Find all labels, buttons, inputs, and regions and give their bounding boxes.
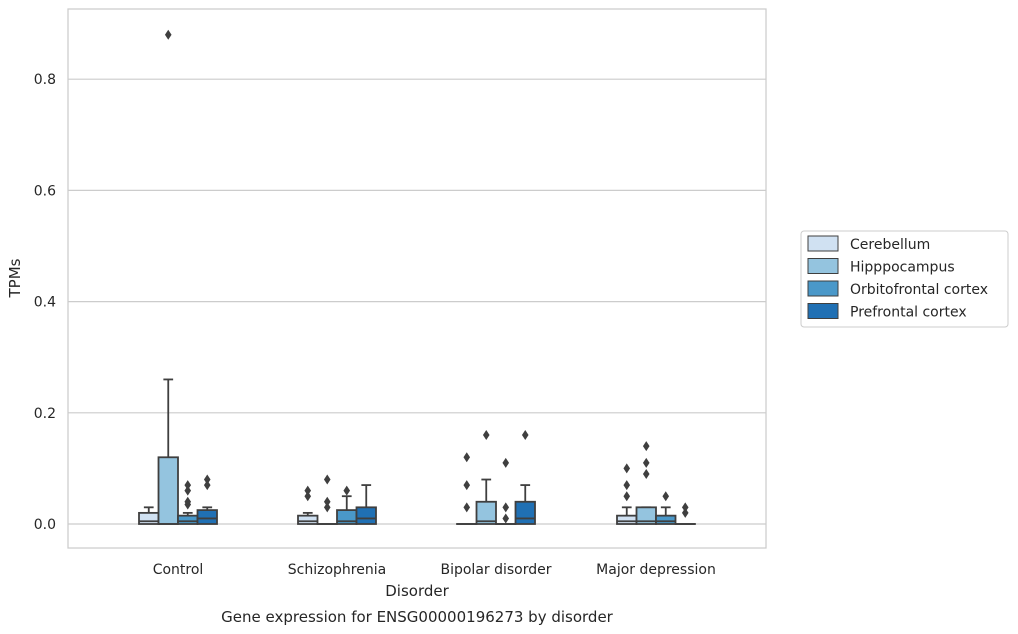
- outlier-point: [323, 502, 331, 513]
- legend-swatch: [807, 258, 839, 274]
- legend-swatch: [807, 280, 839, 297]
- y-tick-label: 0.8: [34, 72, 56, 88]
- box-body: [655, 514, 677, 525]
- legend-frame: [800, 230, 1009, 328]
- x-tick-label: Bipolar disorder: [440, 562, 551, 578]
- box: [336, 485, 358, 525]
- box: [316, 474, 338, 525]
- outlier-point: [323, 474, 331, 485]
- outlier-point: [184, 485, 192, 496]
- y-tick-label: 0.0: [34, 517, 56, 533]
- outlier-point: [623, 491, 631, 502]
- outlier-point: [681, 502, 689, 513]
- outlier-point: [184, 496, 192, 507]
- box: [177, 480, 199, 525]
- outlier-point: [463, 452, 471, 463]
- x-tick-labels: Control Schizophrenia Bipolar disorder Majo…: [153, 562, 716, 578]
- box-body: [297, 514, 319, 525]
- box-body: [355, 506, 377, 525]
- box-body: [138, 511, 160, 525]
- box: [616, 463, 638, 525]
- outlier-point: [502, 502, 510, 513]
- y-tick-label: 0.2: [34, 406, 56, 422]
- box: [157, 29, 179, 525]
- outlier-point: [203, 474, 211, 485]
- chart-caption: Gene expression for ENSG00000196273 by d…: [221, 608, 614, 626]
- legend-label: Hipppocampus: [850, 260, 955, 276]
- outlier-point: [463, 502, 471, 513]
- outlier-point: [681, 507, 689, 518]
- series-cerebellum: [138, 452, 638, 525]
- outlier-point: [662, 491, 670, 502]
- legend-label: Prefrontal cortex: [850, 305, 967, 321]
- y-tick-label: 0.6: [34, 183, 56, 199]
- box-body: [475, 500, 497, 525]
- series-orbitofrontal-cortex: [177, 457, 677, 525]
- box-body: [616, 514, 638, 525]
- outlier-point: [623, 463, 631, 474]
- box-body: [514, 500, 536, 525]
- y-tick-labels: 0.0 0.2 0.4 0.6 0.8: [34, 72, 56, 533]
- legend-label: Orbitofrontal cortex: [850, 282, 988, 298]
- y-tick-label: 0.4: [34, 295, 56, 311]
- outlier-point: [521, 430, 529, 441]
- box: [674, 502, 696, 525]
- box: [655, 491, 677, 525]
- legend-swatch: [807, 235, 839, 252]
- outlier-point: [203, 480, 211, 491]
- outlier-point: [463, 480, 471, 491]
- y-axis-label: TPMs: [6, 258, 24, 298]
- x-tick-label: Major depression: [596, 562, 716, 578]
- box-body: [177, 514, 199, 525]
- x-axis-label: Disorder: [385, 582, 449, 600]
- outlier-point: [323, 496, 331, 507]
- outlier-point: [184, 480, 192, 491]
- outlier-point: [304, 491, 312, 502]
- box: [196, 474, 218, 525]
- box: [355, 484, 377, 525]
- box: [475, 430, 497, 525]
- legend: Cerebellum Hipppocampus Orbitofrontal cort…: [800, 230, 1009, 328]
- outlier-point: [304, 485, 312, 496]
- box: [514, 430, 536, 525]
- outlier-point: [502, 457, 510, 468]
- series-prefrontal-cortex: [196, 430, 696, 525]
- box-body: [196, 509, 218, 525]
- box: [297, 485, 319, 525]
- x-tick-label: Control: [153, 562, 204, 578]
- legend-swatch: [807, 303, 839, 319]
- x-tick-label: Schizophrenia: [288, 562, 386, 578]
- plot-frame: [67, 8, 767, 549]
- legend-label: Cerebellum: [850, 237, 930, 253]
- plot-area: [68, 9, 766, 548]
- outlier-point: [343, 485, 351, 496]
- box-series: [138, 29, 696, 525]
- outlier-point: [502, 513, 510, 524]
- outlier-point: [642, 468, 650, 479]
- outlier-point: [482, 430, 490, 441]
- outlier-point: [642, 441, 650, 452]
- outlier-point: [623, 480, 631, 491]
- outlier-point: [642, 457, 650, 468]
- outlier-point: [164, 29, 172, 40]
- box-body: [157, 456, 179, 525]
